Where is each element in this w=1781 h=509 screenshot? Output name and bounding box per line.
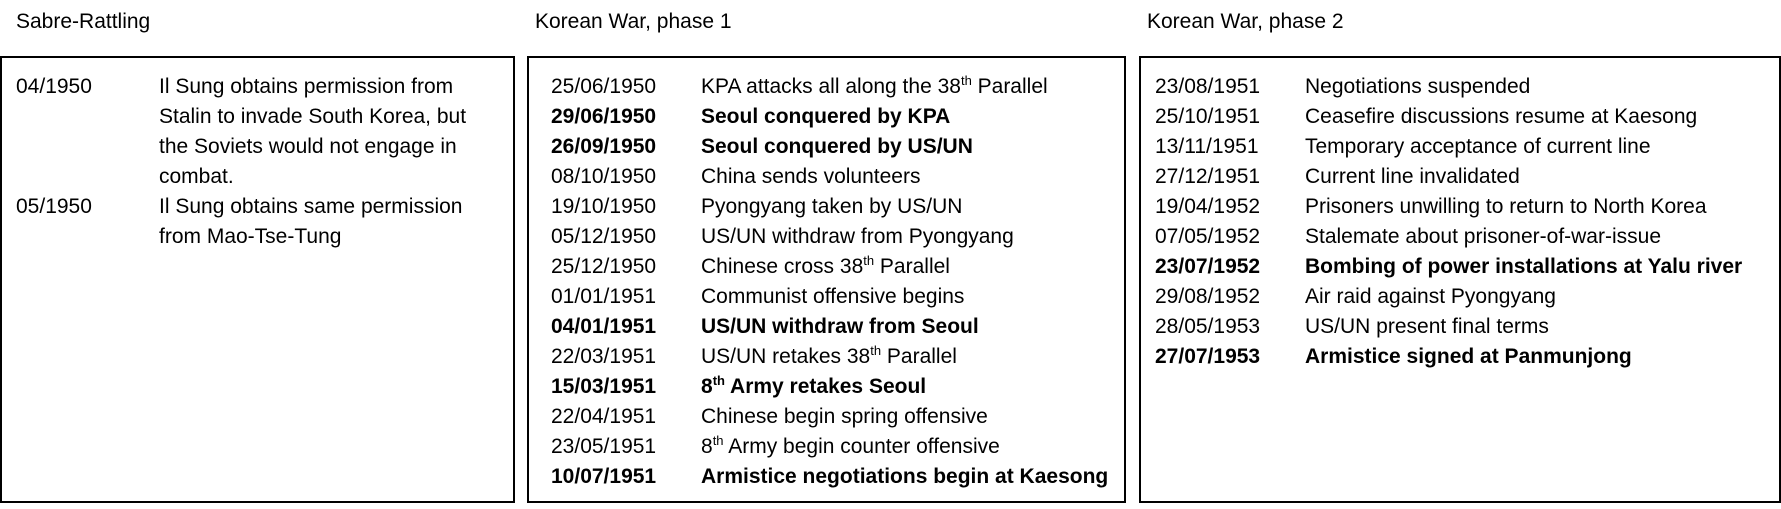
timeline-entry: 05/12/1950 US/UN withdraw from Pyongyang <box>551 222 1124 252</box>
timeline-entry: 13/11/1951 Temporary acceptance of curren… <box>1155 132 1779 162</box>
entry-event: Bombing of power installations at Yalu r… <box>1305 255 1743 278</box>
entry-date: 22/04/1951 <box>551 405 657 428</box>
timeline-entry: 08/10/1950 China sends volunteers <box>551 162 1124 192</box>
entry-date: 27/12/1951 <box>1155 165 1261 188</box>
entry-date: 19/04/1952 <box>1155 195 1261 218</box>
entry-date: 25/06/1950 <box>551 75 657 98</box>
timeline-panel-korean-war-phase-2: 23/08/1951 Negotiations suspended 25/10/19… <box>1139 56 1781 503</box>
entry-event: US/UN present final terms <box>1305 315 1549 338</box>
entry-date: 27/07/1953 <box>1155 345 1261 368</box>
timeline-entry: 10/07/1951 Armistice negotiations begin a… <box>551 462 1124 492</box>
entry-date: 25/12/1950 <box>551 255 657 278</box>
entry-event: China sends volunteers <box>701 165 921 188</box>
timeline-entry: 29/06/1950 Seoul conquered by KPA <box>551 102 1124 132</box>
timeline-entry: 27/07/1953 Armistice signed at Panmunjong <box>1155 342 1779 372</box>
entry-event: Armistice negotiations begin at Kaesong <box>701 465 1109 488</box>
timeline-entry: 07/05/1952 Stalemate about prisoner-of-wa… <box>1155 222 1779 252</box>
timeline-entry: 25/06/1950 KPA attacks all along the 38th… <box>551 72 1124 102</box>
entry-event: Prisoners unwilling to return to North K… <box>1305 195 1707 218</box>
entry-event: Stalemate about prisoner-of-war-issue <box>1305 225 1661 248</box>
entry-event: Temporary acceptance of current line <box>1305 135 1651 158</box>
entry-event: Current line invalidated <box>1305 165 1520 188</box>
entry-date: 23/05/1951 <box>551 435 657 458</box>
entry-event: Il Sung obtains same permission from Mao… <box>159 195 463 248</box>
column-title-sabre-rattling: Sabre-Rattling <box>16 10 151 33</box>
entry-date: 15/03/1951 <box>551 375 657 398</box>
timeline-panel-sabre-rattling: 04/1950 Il Sung obtains permission from S… <box>0 56 515 503</box>
entry-event: Communist offensive begins <box>701 285 965 308</box>
column-title-korean-war-phase-2: Korean War, phase 2 <box>1147 10 1344 33</box>
timeline-entry: 04/01/1951 US/UN withdraw from Seoul <box>551 312 1124 342</box>
entry-date: 26/09/1950 <box>551 135 657 158</box>
timeline-entries: 25/06/1950 KPA attacks all along the 38th… <box>529 72 1124 492</box>
timeline-entry: 26/09/1950 Seoul conquered by US/UN <box>551 132 1124 162</box>
entry-date: 01/01/1951 <box>551 285 657 308</box>
timeline-entry: 15/03/1951 8th Army retakes Seoul <box>551 372 1124 402</box>
entry-date: 29/06/1950 <box>551 105 657 128</box>
entry-event: 8th Army retakes Seoul <box>701 373 927 398</box>
entry-date: 28/05/1953 <box>1155 315 1261 338</box>
timeline-entry: 04/1950 Il Sung obtains permission from S… <box>16 72 513 192</box>
entry-date: 10/07/1951 <box>551 465 657 488</box>
entry-event: Seoul conquered by US/UN <box>701 135 973 158</box>
entry-event: Chinese cross 38th Parallel <box>701 253 950 278</box>
timeline-entry: 28/05/1953 US/UN present final terms <box>1155 312 1779 342</box>
timeline-entry: 22/03/1951 US/UN retakes 38th Parallel <box>551 342 1124 372</box>
entry-event: 8th Army begin counter offensive <box>701 433 1000 458</box>
entry-date: 19/10/1950 <box>551 195 657 218</box>
timeline-entries: 23/08/1951 Negotiations suspended 25/10/19… <box>1141 72 1779 372</box>
timeline-entry: 22/04/1951 Chinese begin spring offensive <box>551 402 1124 432</box>
entry-event: Pyongyang taken by US/UN <box>701 195 963 218</box>
timeline-entry: 25/12/1950 Chinese cross 38th Parallel <box>551 252 1124 282</box>
entry-date: 23/08/1951 <box>1155 75 1261 98</box>
entry-event: Ceasefire discussions resume at Kaesong <box>1305 105 1698 128</box>
entry-date: 29/08/1952 <box>1155 285 1261 308</box>
timeline-entry: 23/07/1952 Bombing of power installations… <box>1155 252 1779 282</box>
entry-date: 07/05/1952 <box>1155 225 1261 248</box>
entry-date: 08/10/1950 <box>551 165 657 188</box>
entry-date: 23/07/1952 <box>1155 255 1261 278</box>
entry-event: US/UN withdraw from Seoul <box>701 315 979 338</box>
timeline-entry: 19/10/1950 Pyongyang taken by US/UN <box>551 192 1124 222</box>
timeline-entry: 19/04/1952 Prisoners unwilling to return … <box>1155 192 1779 222</box>
timeline-entry: 29/08/1952 Air raid against Pyongyang <box>1155 282 1779 312</box>
timeline-entry: 27/12/1951 Current line invalidated <box>1155 162 1779 192</box>
entry-event: US/UN withdraw from Pyongyang <box>701 225 1014 248</box>
timeline-entry: 01/01/1951 Communist offensive begins <box>551 282 1124 312</box>
entry-date: 25/10/1951 <box>1155 105 1261 128</box>
entry-date: 04/01/1951 <box>551 315 657 338</box>
entry-date: 04/1950 <box>16 75 92 98</box>
entry-date: 05/12/1950 <box>551 225 657 248</box>
timeline-entry: 05/1950 Il Sung obtains same permission f… <box>16 192 513 252</box>
entry-event: US/UN retakes 38th Parallel <box>701 343 957 368</box>
entry-event: Air raid against Pyongyang <box>1305 285 1556 308</box>
entry-event: Armistice signed at Panmunjong <box>1305 345 1632 368</box>
timeline-entry: 23/05/1951 8th Army begin counter offensi… <box>551 432 1124 462</box>
entry-date: 05/1950 <box>16 195 92 218</box>
entry-date: 13/11/1951 <box>1155 135 1259 158</box>
timeline-entry: 23/08/1951 Negotiations suspended <box>1155 72 1779 102</box>
timeline-entries: 04/1950 Il Sung obtains permission from S… <box>2 72 513 252</box>
entry-event: Seoul conquered by KPA <box>701 105 951 128</box>
entry-event: Negotiations suspended <box>1305 75 1531 98</box>
entry-event: Chinese begin spring offensive <box>701 405 988 428</box>
entry-event: Il Sung obtains permission from Stalin t… <box>159 75 467 188</box>
timeline-entry: 25/10/1951 Ceasefire discussions resume a… <box>1155 102 1779 132</box>
timeline-panel-korean-war-phase-1: 25/06/1950 KPA attacks all along the 38th… <box>527 56 1126 503</box>
entry-date: 22/03/1951 <box>551 345 657 368</box>
entry-event: KPA attacks all along the 38th Parallel <box>701 73 1048 98</box>
column-title-korean-war-phase-1: Korean War, phase 1 <box>535 10 732 33</box>
